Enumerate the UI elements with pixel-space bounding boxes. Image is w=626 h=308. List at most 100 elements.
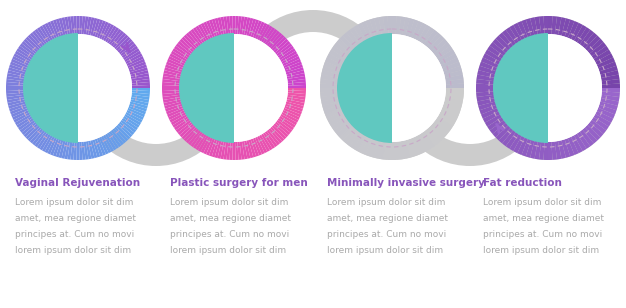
Wedge shape (235, 16, 239, 34)
Wedge shape (95, 139, 103, 156)
Wedge shape (212, 19, 220, 37)
Circle shape (180, 34, 288, 142)
Wedge shape (129, 103, 147, 112)
Wedge shape (476, 88, 494, 92)
Wedge shape (131, 79, 150, 83)
Wedge shape (48, 137, 57, 154)
Wedge shape (585, 35, 600, 51)
Wedge shape (530, 140, 538, 159)
Wedge shape (186, 128, 200, 144)
Wedge shape (274, 123, 289, 137)
Wedge shape (485, 49, 503, 62)
Wedge shape (577, 27, 590, 44)
Wedge shape (8, 70, 26, 77)
Wedge shape (182, 37, 196, 51)
Wedge shape (220, 141, 226, 159)
Wedge shape (510, 134, 522, 151)
Wedge shape (530, 17, 538, 36)
Wedge shape (39, 26, 51, 43)
Wedge shape (580, 130, 594, 146)
Wedge shape (162, 92, 180, 97)
Wedge shape (324, 62, 342, 71)
Wedge shape (123, 48, 140, 60)
Wedge shape (130, 67, 148, 75)
Wedge shape (162, 85, 180, 88)
Wedge shape (198, 24, 209, 41)
Wedge shape (32, 130, 45, 145)
Wedge shape (13, 56, 29, 66)
Wedge shape (240, 16, 245, 34)
Wedge shape (424, 130, 438, 146)
Wedge shape (354, 134, 366, 151)
Wedge shape (95, 19, 103, 37)
Wedge shape (490, 120, 506, 134)
Wedge shape (379, 141, 385, 160)
Wedge shape (476, 79, 495, 85)
Wedge shape (131, 92, 150, 97)
Wedge shape (412, 21, 423, 39)
Wedge shape (255, 22, 265, 39)
Wedge shape (163, 73, 181, 79)
Wedge shape (357, 135, 369, 153)
Text: Fat reduction: Fat reduction (483, 178, 562, 188)
Wedge shape (288, 85, 306, 88)
Wedge shape (409, 19, 419, 38)
Wedge shape (116, 125, 130, 140)
Wedge shape (590, 42, 606, 56)
Wedge shape (162, 88, 180, 91)
Text: Plastic surgery for men: Plastic surgery for men (170, 178, 308, 188)
Wedge shape (513, 135, 525, 153)
Wedge shape (441, 57, 459, 68)
Wedge shape (18, 46, 34, 58)
Wedge shape (56, 139, 63, 157)
Wedge shape (396, 16, 401, 34)
Wedge shape (429, 125, 444, 140)
Wedge shape (415, 135, 427, 153)
Wedge shape (131, 76, 150, 81)
Wedge shape (595, 111, 613, 123)
Wedge shape (124, 114, 141, 125)
Wedge shape (182, 125, 196, 140)
Wedge shape (170, 53, 187, 64)
Wedge shape (253, 21, 262, 38)
Wedge shape (366, 19, 376, 38)
Text: amet, mea regione diamet: amet, mea regione diamet (327, 214, 448, 223)
Wedge shape (10, 62, 28, 70)
Wedge shape (396, 142, 401, 160)
Wedge shape (282, 56, 300, 66)
Wedge shape (163, 70, 182, 77)
Wedge shape (99, 137, 109, 154)
Wedge shape (602, 88, 620, 92)
Wedge shape (321, 70, 340, 78)
Wedge shape (90, 140, 98, 158)
Wedge shape (431, 122, 448, 137)
Wedge shape (418, 134, 431, 151)
Wedge shape (61, 140, 68, 159)
Wedge shape (170, 112, 187, 123)
Wedge shape (399, 141, 406, 160)
Wedge shape (399, 17, 406, 35)
Text: Lorem ipsum dolor sit dim: Lorem ipsum dolor sit dim (15, 198, 133, 207)
Wedge shape (223, 141, 228, 160)
Wedge shape (79, 142, 83, 160)
Wedge shape (357, 23, 369, 41)
Wedge shape (334, 42, 351, 56)
Wedge shape (580, 30, 594, 47)
Wedge shape (50, 138, 59, 156)
Wedge shape (558, 140, 566, 159)
Wedge shape (163, 76, 181, 81)
Wedge shape (73, 16, 77, 34)
Wedge shape (132, 88, 150, 91)
Wedge shape (285, 101, 304, 109)
Wedge shape (270, 127, 284, 141)
Wedge shape (571, 23, 583, 41)
Wedge shape (272, 125, 287, 140)
Wedge shape (286, 99, 304, 106)
Wedge shape (574, 134, 587, 151)
Wedge shape (180, 39, 195, 53)
Wedge shape (280, 114, 297, 125)
Wedge shape (223, 16, 228, 34)
Wedge shape (592, 117, 609, 130)
Wedge shape (162, 90, 180, 94)
Wedge shape (434, 42, 450, 56)
